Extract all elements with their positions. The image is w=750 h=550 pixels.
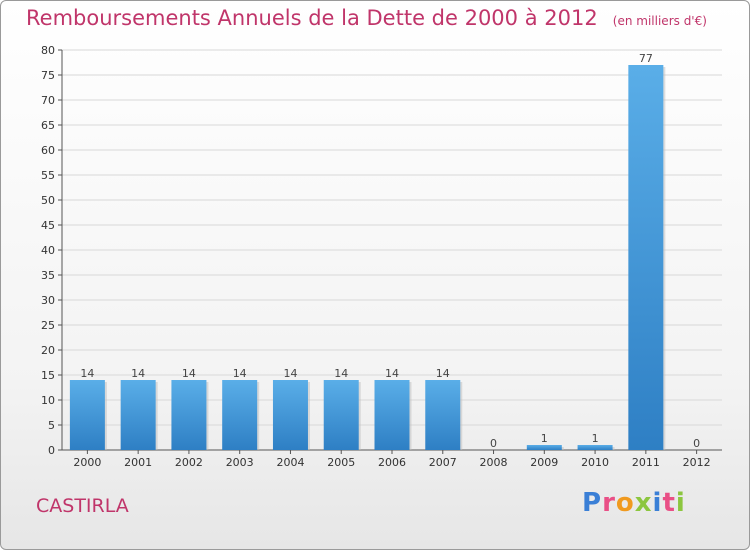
y-tick-label: 55 [41,169,55,182]
bar-2000 [69,380,105,450]
x-tick-label: 2005 [327,456,355,469]
bar-2011 [628,65,664,450]
y-tick-label: 30 [41,294,55,307]
x-tick-label: 2009 [530,456,558,469]
bar-2004 [272,380,308,450]
y-tick-label: 70 [41,94,55,107]
x-tick-label: 2004 [276,456,304,469]
data-label: 14 [334,367,348,380]
x-tick-label: 2012 [683,456,711,469]
data-label: 77 [639,52,653,65]
x-tick-label: 2000 [73,456,101,469]
data-label: 14 [283,367,297,380]
proxiti-logo[interactable]: Proxiti [582,488,686,518]
data-label: 14 [436,367,450,380]
data-label: 14 [182,367,196,380]
bar-2003 [222,380,258,450]
bar-2007 [425,380,461,450]
y-tick-label: 0 [48,444,55,457]
commune-name: CASTIRLA [36,495,129,517]
x-tick-label: 2001 [124,456,152,469]
x-tick-label: 2003 [226,456,254,469]
data-label: 1 [541,432,548,445]
y-tick-label: 80 [41,44,55,57]
bar-2006 [374,380,410,450]
data-label: 14 [80,367,94,380]
title-unit: (en milliers d'€) [612,14,707,28]
bar-2005 [323,380,359,450]
x-tick-label: 2011 [632,456,660,469]
y-tick-label: 45 [41,219,55,232]
x-tick-label: 2006 [378,456,406,469]
x-tick-label: 2002 [175,456,203,469]
x-tick-label: 2007 [429,456,457,469]
y-tick-label: 65 [41,119,55,132]
data-label: 14 [233,367,247,380]
x-tick-label: 2008 [480,456,508,469]
data-label: 0 [490,437,497,450]
y-tick-label: 40 [41,244,55,257]
chart-title: Remboursements Annuels de la Dette de 20… [26,6,707,30]
y-tick-label: 20 [41,344,55,357]
y-tick-label: 50 [41,194,55,207]
y-tick-label: 5 [48,419,55,432]
data-label: 0 [693,437,700,450]
y-tick-label: 15 [41,369,55,382]
y-tick-label: 35 [41,269,55,282]
bar-2002 [171,380,207,450]
data-label: 14 [131,367,145,380]
y-tick-label: 25 [41,319,55,332]
x-tick-label: 2010 [581,456,609,469]
y-tick-label: 60 [41,144,55,157]
title-main: Remboursements Annuels de la Dette de 20… [26,6,598,30]
bar-2010 [577,445,613,450]
bar-2001 [120,380,156,450]
y-tick-label: 75 [41,69,55,82]
y-tick-label: 10 [41,394,55,407]
data-label: 1 [592,432,599,445]
data-label: 14 [385,367,399,380]
bar-2009 [526,445,562,450]
